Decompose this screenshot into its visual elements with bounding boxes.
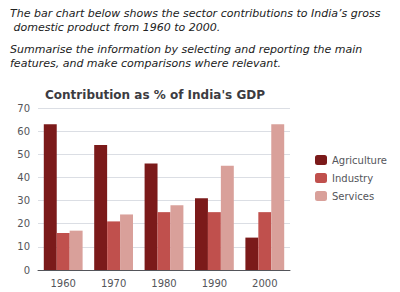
svg-text:domestic product from 1960 to: domestic product from 1960 to 2000. bbox=[10, 21, 220, 34]
svg-text:40: 40 bbox=[17, 172, 30, 183]
svg-text:1970: 1970 bbox=[101, 278, 126, 289]
svg-text:The bar chart below shows the: The bar chart below shows the sector con… bbox=[10, 7, 381, 20]
svg-text:60: 60 bbox=[17, 126, 30, 137]
svg-text:70: 70 bbox=[17, 103, 30, 114]
svg-text:20: 20 bbox=[17, 218, 30, 229]
svg-text:30: 30 bbox=[17, 195, 30, 206]
svg-text:Summarise the information by s: Summarise the information by selecting a… bbox=[10, 43, 366, 56]
svg-text:Services: Services bbox=[332, 191, 374, 202]
svg-text:1960: 1960 bbox=[50, 278, 75, 289]
svg-text:10: 10 bbox=[17, 241, 30, 252]
svg-text:1980: 1980 bbox=[151, 278, 176, 289]
svg-text:Contribution as % of India's G: Contribution as % of India's GDP bbox=[45, 88, 265, 102]
svg-text:2000: 2000 bbox=[252, 278, 277, 289]
svg-text:50: 50 bbox=[17, 149, 30, 160]
svg-text:Agriculture: Agriculture bbox=[332, 155, 387, 166]
svg-text:0: 0 bbox=[24, 265, 30, 276]
svg-text:Industry: Industry bbox=[332, 173, 373, 184]
svg-text:1990: 1990 bbox=[202, 278, 227, 289]
svg-text:features, and make comparisons: features, and make comparisons where rel… bbox=[10, 57, 281, 70]
